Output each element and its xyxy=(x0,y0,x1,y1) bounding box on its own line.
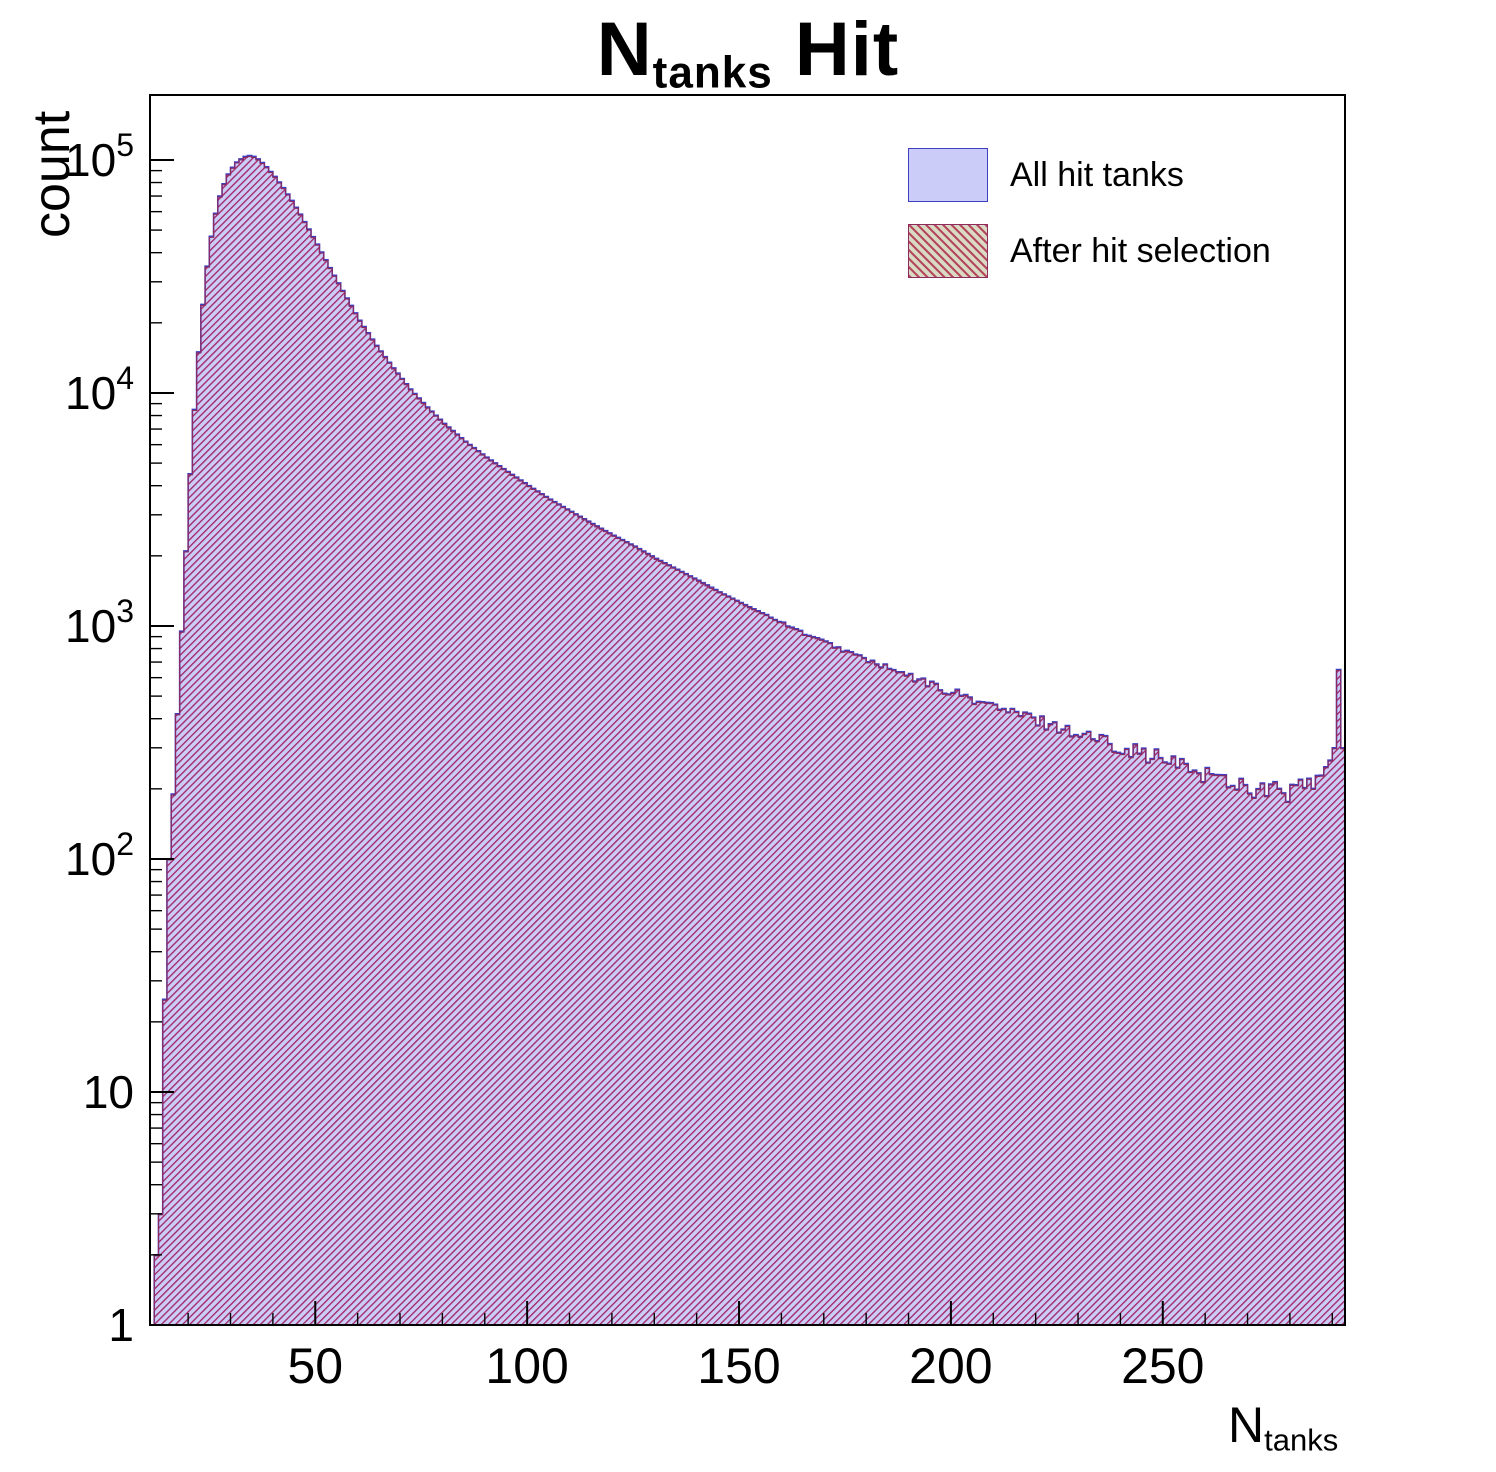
title-pre: N xyxy=(596,7,653,92)
axis-ticks xyxy=(150,158,1333,1326)
x-tick-label: 200 xyxy=(909,1338,992,1394)
chart-title: Ntanks Hit xyxy=(0,6,1496,98)
title-sub: tanks xyxy=(652,48,773,98)
x-tick-label: 50 xyxy=(287,1338,343,1394)
legend-swatch-all xyxy=(908,148,988,202)
legend-label-all: All hit tanks xyxy=(1010,155,1184,194)
y-tick-label: 105 xyxy=(65,127,134,186)
legend-item-all-hit-tanks: All hit tanks xyxy=(908,148,1271,202)
x-axis-label: Ntanks xyxy=(1228,1396,1338,1459)
y-tick-label: 1 xyxy=(108,1299,134,1351)
legend-item-after-hit-selection: After hit selection xyxy=(908,224,1271,278)
legend-swatch-selected xyxy=(908,224,988,278)
x-axis-label-pre: N xyxy=(1228,1397,1265,1453)
y-tick-label: 102 xyxy=(65,826,134,885)
x-tick-label: 150 xyxy=(697,1338,780,1394)
y-tick-label: 10 xyxy=(83,1066,134,1118)
title-post: Hit xyxy=(772,7,900,92)
histogram-after-hit-selection xyxy=(153,155,1346,1326)
y-tick-label: 103 xyxy=(65,593,134,652)
legend-label-selected: After hit selection xyxy=(1010,231,1271,270)
y-axis-label: count xyxy=(23,110,81,238)
plot-frame xyxy=(149,94,1346,1326)
axis-tick-labels: 50 100 150 200 250 1 10 102 103 104 105 xyxy=(65,127,1204,1394)
y-tick-label: 104 xyxy=(65,360,134,419)
x-axis-label-sub: tanks xyxy=(1264,1422,1339,1458)
x-tick-label: 100 xyxy=(485,1338,568,1394)
legend: All hit tanks After hit selection xyxy=(908,148,1271,278)
x-tick-label: 250 xyxy=(1121,1338,1204,1394)
